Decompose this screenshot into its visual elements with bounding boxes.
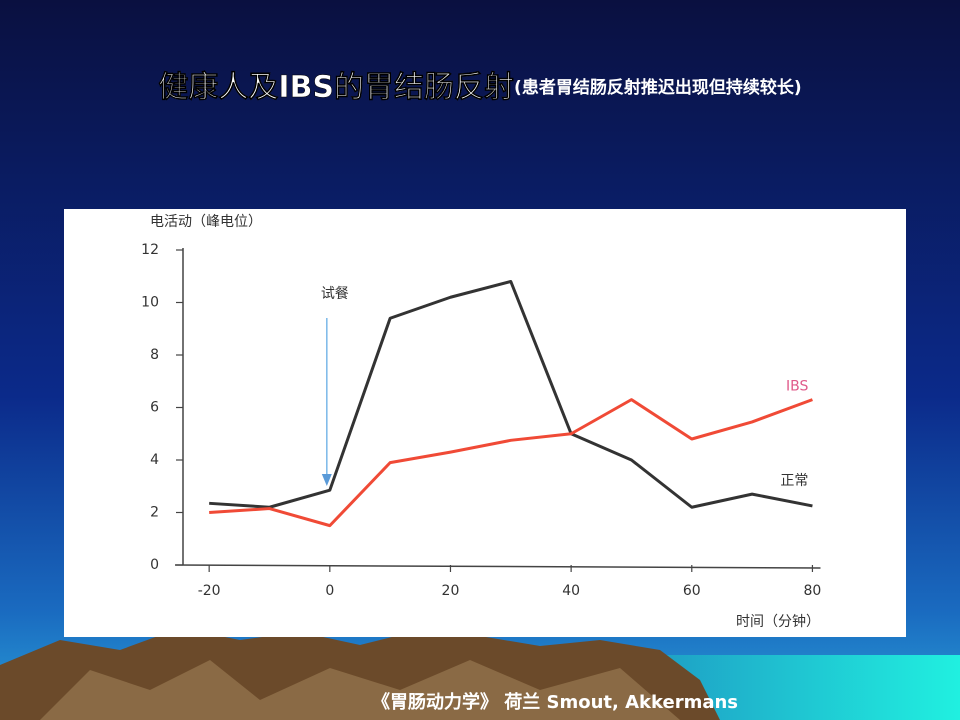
x-tick-label: 20: [442, 583, 460, 599]
x-tick-label: 0: [325, 583, 334, 599]
title: 健康人及IBS的胃结肠反射: [158, 70, 514, 105]
x-tick-label: 80: [804, 583, 822, 599]
y-tick-label: 10: [141, 295, 159, 311]
slide-title: 健康人及IBS的胃结肠反射(患者胃结肠反射推迟出现但持续较长): [158, 70, 801, 105]
series-label: 正常: [780, 473, 808, 489]
chart-panel: [64, 209, 906, 637]
annotation-arrowhead: [321, 474, 332, 486]
x-tick-label: 40: [562, 583, 580, 599]
y-tick-label: 12: [141, 242, 159, 258]
subtitle: (患者胃结肠反射推迟出现但持续较长): [514, 77, 802, 98]
y-tick-label: 4: [150, 452, 159, 468]
line: [209, 280, 813, 509]
y-tick-label: 6: [150, 400, 159, 416]
y-tick-label: 0: [150, 557, 159, 573]
x-axis-label: 时间（分钟）: [736, 613, 820, 630]
y-tick-label: 2: [150, 505, 159, 521]
x-tick-label: -20: [198, 583, 221, 599]
y-tick-label: 8: [150, 347, 159, 363]
x-axis: [174, 564, 821, 569]
mountains-light: [40, 660, 680, 720]
x-tick-label: 60: [683, 583, 701, 599]
annotation: 试餐: [321, 286, 349, 302]
footer: 《胃肠动力学》 荷兰 Smout, Akkermans: [372, 691, 738, 713]
line: [209, 398, 813, 528]
y-axis-label: 电活动（峰电位）: [150, 214, 262, 230]
series-label: IBS: [786, 379, 808, 395]
